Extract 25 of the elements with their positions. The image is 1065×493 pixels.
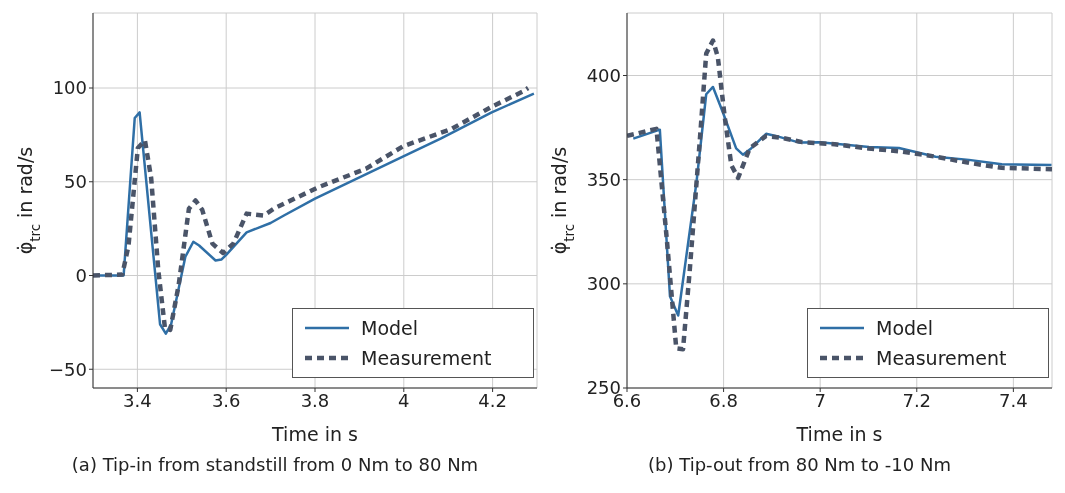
y-tick-label: 300 xyxy=(586,273,621,295)
x-axis-title: Time in s xyxy=(795,423,883,445)
legend-label: Measurement xyxy=(361,347,492,369)
x-tick-label: 7.2 xyxy=(902,389,932,411)
line-series xyxy=(627,38,1052,352)
x-tick-label: 3.8 xyxy=(300,389,330,411)
y-tick-label: 50 xyxy=(64,171,87,193)
x-tick-label: 7 xyxy=(814,389,826,411)
y-tick-label: 0 xyxy=(75,264,87,286)
text: (a) Tip-in from standstill from 0 Nm to 80 Nm xyxy=(70,454,480,475)
y-tick-label: −50 xyxy=(49,358,87,380)
y-tick-label: 100 xyxy=(52,77,87,99)
text: (b) Tip-out from 80 Nm to -10 Nm xyxy=(647,454,952,475)
y-tick-label: 350 xyxy=(586,169,621,191)
legend-label: Model xyxy=(876,317,934,339)
x-tick-label: 7.4 xyxy=(999,389,1028,411)
x-tick-label: 4 xyxy=(398,389,410,411)
x-tick-label: 3.6 xyxy=(211,389,241,411)
x-axis-title: Time in s xyxy=(271,423,358,445)
x-tick-label: 3.4 xyxy=(123,389,152,411)
legend-label: Model xyxy=(361,317,419,339)
x-tick-label: 4.2 xyxy=(478,389,507,411)
x-tick-label: 6.8 xyxy=(709,389,738,411)
y-tick-label: 400 xyxy=(586,64,621,86)
legend-label: Measurement xyxy=(876,347,1007,369)
